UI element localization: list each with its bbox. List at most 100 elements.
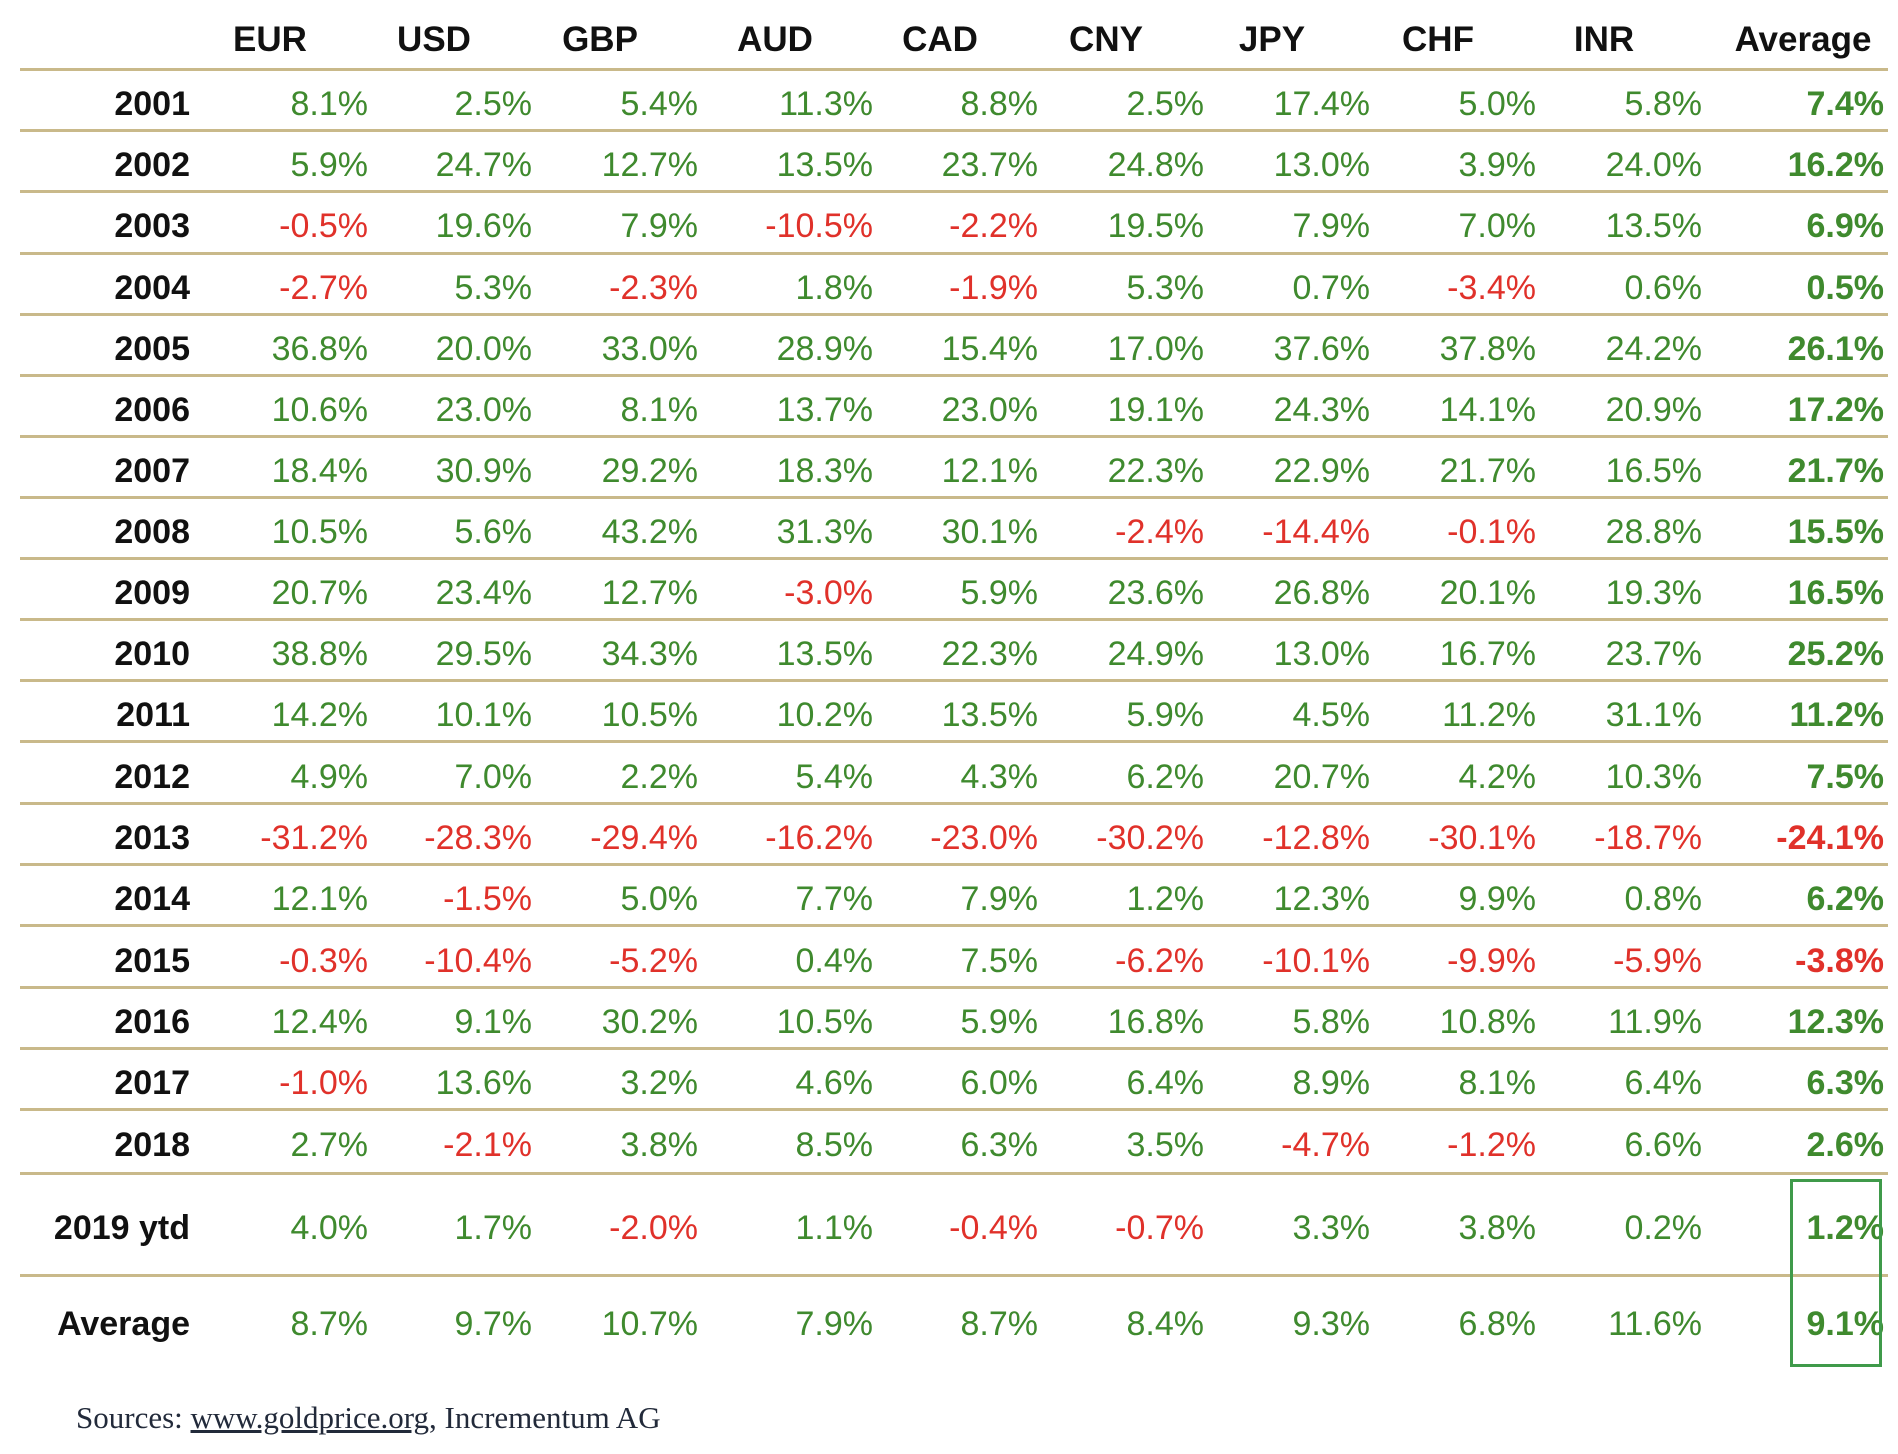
cell-2006-eur: 10.6% — [271, 391, 368, 429]
row-label-2002: 2002 — [114, 146, 190, 184]
cell-2009-jpy: 26.8% — [1273, 574, 1370, 612]
cell-2010-average: 25.2% — [1787, 635, 1884, 673]
row-label-2017: 2017 — [114, 1064, 190, 1102]
cell-2015-gbp: -5.2% — [609, 942, 698, 980]
cell-2015-aud: 0.4% — [795, 942, 874, 980]
row-label-2019-ytd: 2019 ytd — [53, 1209, 190, 1247]
cell-2008-cny: -2.4% — [1115, 513, 1204, 551]
cell-2007-usd: 30.9% — [435, 452, 532, 490]
row-divider — [20, 618, 1888, 621]
cell-2005-chf: 37.8% — [1439, 330, 1536, 368]
cell-2013-eur: -31.2% — [260, 819, 368, 857]
cell-2019-ytd-cny: -0.7% — [1115, 1209, 1204, 1247]
row-label-2004: 2004 — [114, 269, 190, 307]
cell-2002-inr: 24.0% — [1605, 146, 1702, 184]
cell-2013-jpy: -12.8% — [1262, 819, 1370, 857]
cell-2006-gbp: 8.1% — [620, 391, 699, 429]
row-divider — [20, 557, 1888, 560]
cell-2017-cad: 6.0% — [960, 1064, 1039, 1102]
cell-2018-gbp: 3.8% — [620, 1126, 699, 1164]
cell-2010-aud: 13.5% — [776, 635, 873, 673]
cell-2001-chf: 5.0% — [1458, 85, 1537, 123]
cell-2003-chf: 7.0% — [1458, 207, 1537, 245]
row-divider — [20, 802, 1888, 805]
column-header-eur: EUR — [233, 20, 307, 59]
cell-2003-gbp: 7.9% — [620, 207, 699, 245]
row-label-2018: 2018 — [114, 1126, 190, 1164]
cell-2016-eur: 12.4% — [271, 1003, 368, 1041]
row-divider — [20, 190, 1888, 193]
cell-average-eur: 8.7% — [290, 1305, 369, 1343]
cell-2019-ytd-average: 1.2% — [1806, 1209, 1885, 1247]
cell-2012-average: 7.5% — [1806, 758, 1885, 796]
cell-2016-jpy: 5.8% — [1292, 1003, 1371, 1041]
row-label-2015: 2015 — [114, 942, 190, 980]
cell-2003-cny: 19.5% — [1107, 207, 1204, 245]
cell-2006-inr: 20.9% — [1605, 391, 1702, 429]
row-label-2016: 2016 — [114, 1003, 190, 1041]
sources-link[interactable]: www.goldprice.org — [190, 1400, 429, 1435]
cell-average-cad: 8.7% — [960, 1305, 1039, 1343]
cell-2009-inr: 19.3% — [1605, 574, 1702, 612]
cell-2005-cny: 17.0% — [1107, 330, 1204, 368]
cell-average-usd: 9.7% — [454, 1305, 533, 1343]
cell-2008-aud: 31.3% — [776, 513, 873, 551]
cell-2013-usd: -28.3% — [424, 819, 532, 857]
cell-average-average: 9.1% — [1806, 1305, 1885, 1343]
row-divider — [20, 863, 1888, 866]
cell-2019-ytd-usd: 1.7% — [454, 1209, 533, 1247]
row-divider — [20, 986, 1888, 989]
cell-average-jpy: 9.3% — [1292, 1305, 1371, 1343]
cell-2014-average: 6.2% — [1806, 880, 1885, 918]
cell-2010-cny: 24.9% — [1107, 635, 1204, 673]
cell-2016-cad: 5.9% — [960, 1003, 1039, 1041]
cell-2018-usd: -2.1% — [443, 1126, 532, 1164]
column-header-inr: INR — [1573, 20, 1635, 59]
cell-2012-jpy: 20.7% — [1273, 758, 1370, 796]
row-divider — [20, 924, 1888, 927]
cell-2005-eur: 36.8% — [271, 330, 368, 368]
cell-2017-inr: 6.4% — [1624, 1064, 1703, 1102]
cell-2009-gbp: 12.7% — [601, 574, 698, 612]
row-divider — [20, 1274, 1888, 1277]
cell-2008-gbp: 43.2% — [601, 513, 698, 551]
row-divider — [20, 374, 1888, 377]
cell-2009-usd: 23.4% — [435, 574, 532, 612]
column-header-usd: USD — [397, 20, 471, 59]
cell-2009-cad: 5.9% — [960, 574, 1039, 612]
cell-2014-cny: 1.2% — [1126, 880, 1205, 918]
cell-2006-average: 17.2% — [1787, 391, 1884, 429]
cell-2001-usd: 2.5% — [454, 85, 533, 123]
cell-2017-aud: 4.6% — [795, 1064, 874, 1102]
cell-2002-jpy: 13.0% — [1273, 146, 1370, 184]
cell-2013-cny: -30.2% — [1096, 819, 1204, 857]
cell-2004-inr: 0.6% — [1624, 269, 1703, 307]
cell-2008-usd: 5.6% — [454, 513, 533, 551]
cell-2002-cny: 24.8% — [1107, 146, 1204, 184]
cell-2009-cny: 23.6% — [1107, 574, 1204, 612]
cell-2012-aud: 5.4% — [795, 758, 874, 796]
cell-2010-cad: 22.3% — [941, 635, 1038, 673]
column-header-aud: AUD — [737, 20, 813, 59]
cell-2016-average: 12.3% — [1787, 1003, 1884, 1041]
cell-2005-gbp: 33.0% — [601, 330, 698, 368]
cell-2012-cny: 6.2% — [1126, 758, 1205, 796]
cell-2014-cad: 7.9% — [960, 880, 1039, 918]
cell-2005-average: 26.1% — [1787, 330, 1884, 368]
cell-2004-eur: -2.7% — [279, 269, 368, 307]
cell-2012-cad: 4.3% — [960, 758, 1039, 796]
cell-2001-inr: 5.8% — [1624, 85, 1703, 123]
cell-2017-chf: 8.1% — [1458, 1064, 1537, 1102]
row-label-2008: 2008 — [114, 513, 190, 551]
cell-2007-eur: 18.4% — [271, 452, 368, 490]
cell-2013-inr: -18.7% — [1594, 819, 1702, 857]
row-divider — [20, 679, 1888, 682]
cell-2019-ytd-chf: 3.8% — [1458, 1209, 1537, 1247]
average-highlight-box — [1790, 1179, 1882, 1367]
cell-2007-jpy: 22.9% — [1273, 452, 1370, 490]
cell-2010-jpy: 13.0% — [1273, 635, 1370, 673]
cell-2004-gbp: -2.3% — [609, 269, 698, 307]
column-header-gbp: GBP — [562, 20, 638, 59]
cell-2011-inr: 31.1% — [1605, 696, 1702, 734]
cell-2005-aud: 28.9% — [776, 330, 873, 368]
